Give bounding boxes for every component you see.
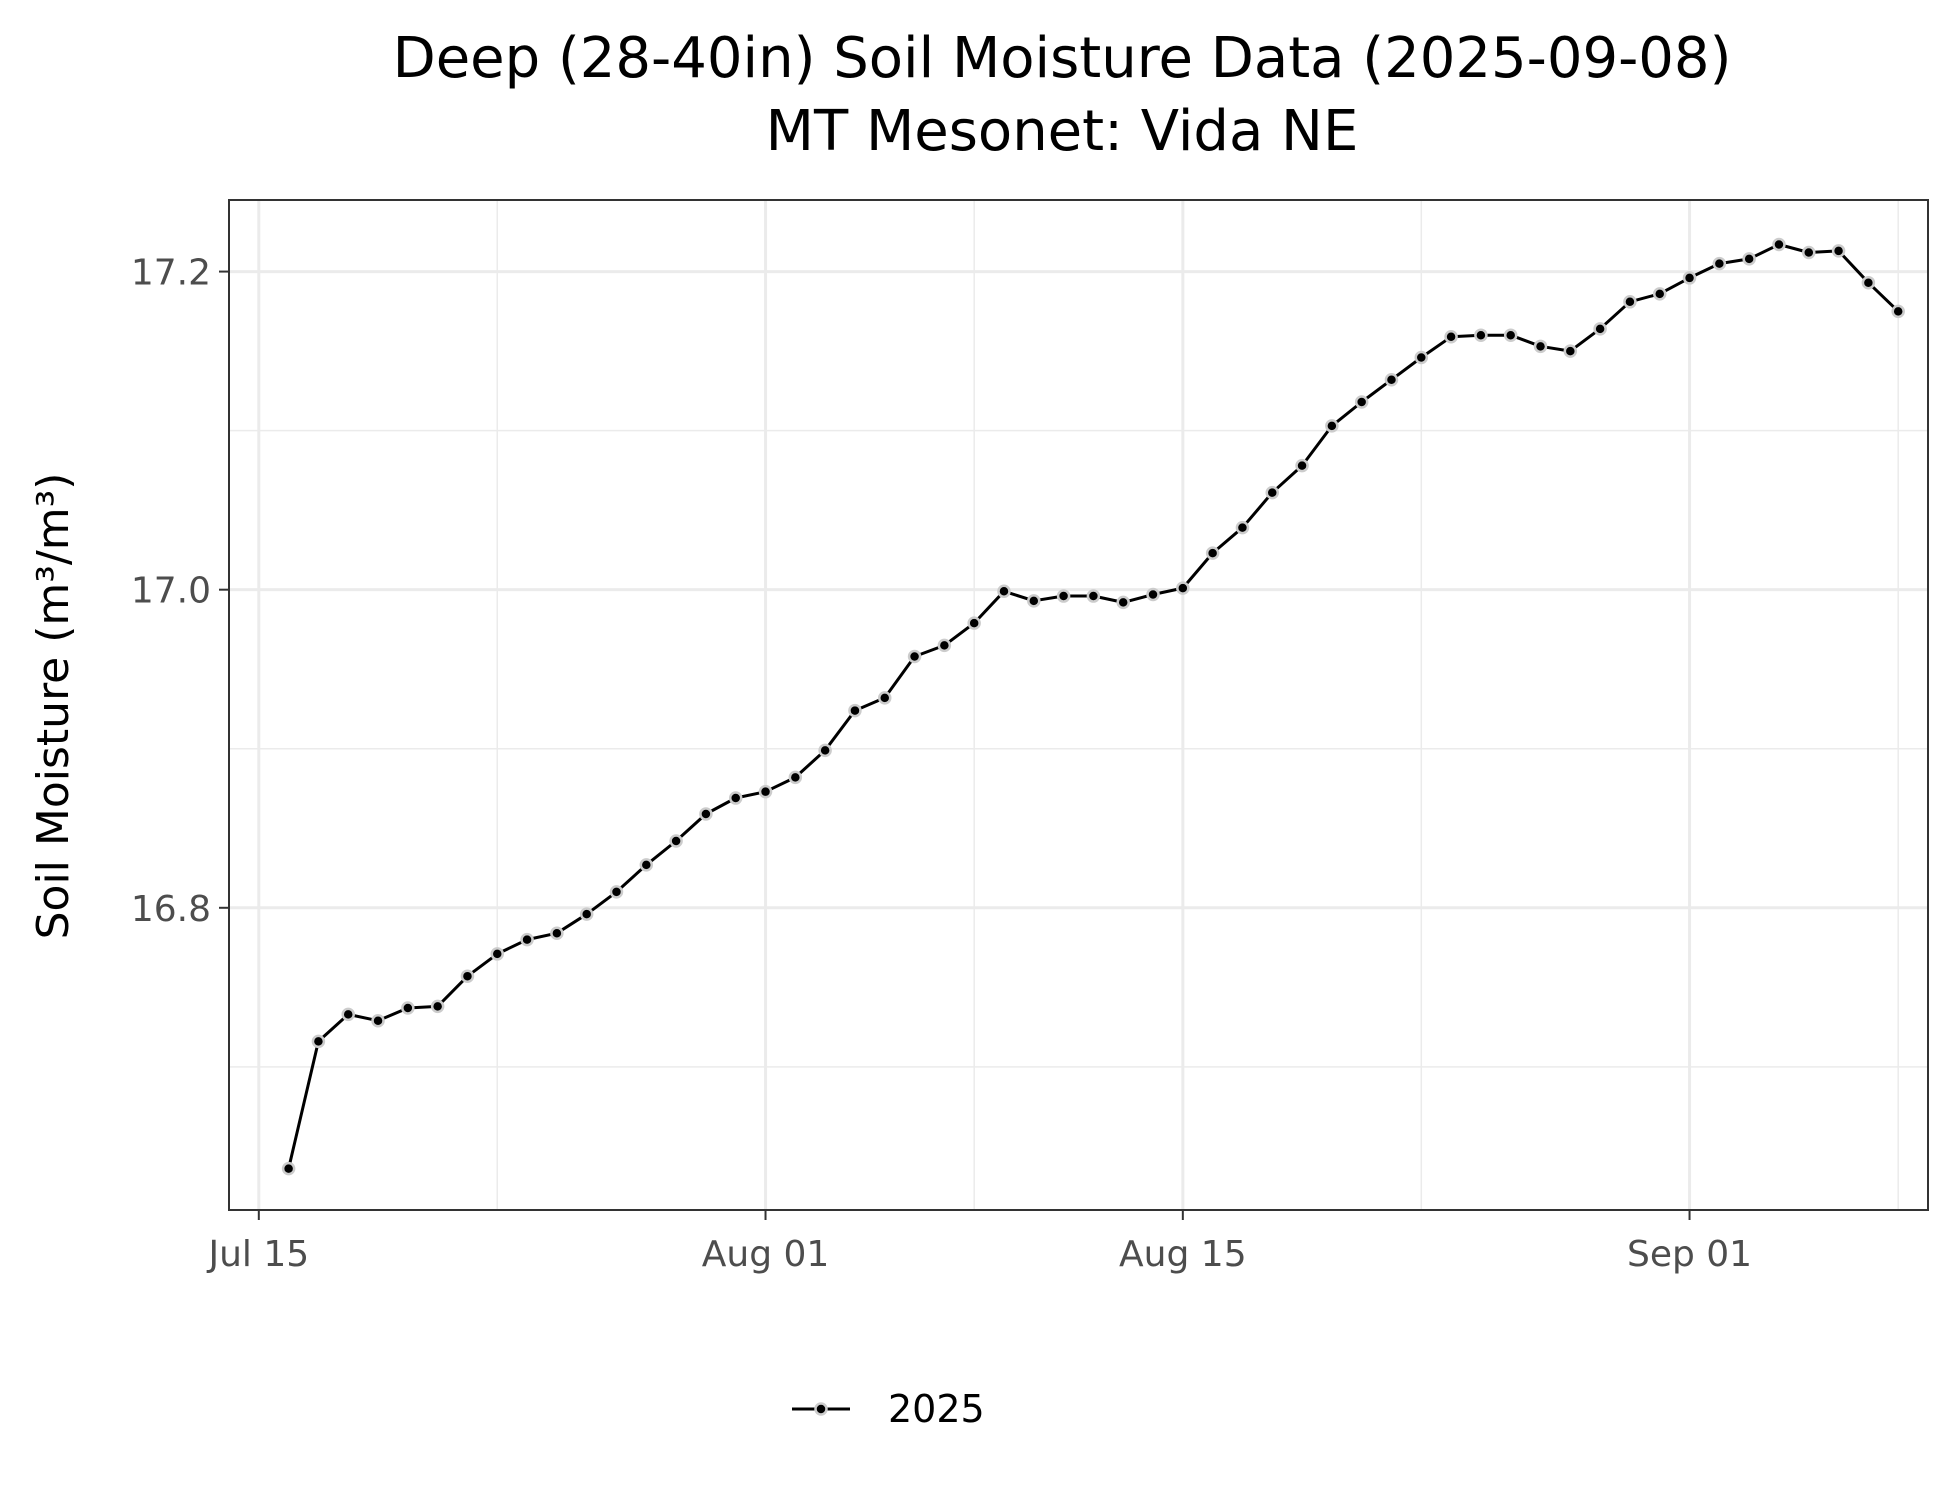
data-point: [1742, 252, 1756, 266]
data-point: [1861, 275, 1876, 290]
y-axis-title: Soil Moisture (m³/m³): [28, 473, 79, 940]
data-point: [520, 932, 534, 947]
series-2025: [281, 237, 1905, 1176]
data-point: [1265, 485, 1279, 500]
data-point: [1623, 295, 1637, 309]
data-point: [937, 638, 952, 653]
y-axis: 16.8 17.0 17.2: [131, 253, 229, 930]
data-point: [1205, 546, 1220, 560]
legend-label-2025: 2025: [888, 1387, 985, 1431]
data-point: [1235, 520, 1250, 535]
data-point: [758, 784, 773, 799]
data-point: [699, 807, 713, 821]
data-point: [1712, 256, 1727, 271]
data-point: [848, 703, 862, 718]
data-point: [1384, 372, 1399, 387]
data-point: [609, 885, 624, 899]
y-tick-label: 17.0: [131, 571, 211, 612]
data-point: [1772, 237, 1786, 252]
data-point: [1831, 244, 1846, 258]
data-point: [669, 834, 683, 848]
data-point: [1444, 330, 1458, 344]
x-tick-label: Aug 01: [702, 1234, 830, 1275]
data-point: [878, 691, 892, 705]
data-point: [1652, 287, 1667, 301]
chart-subtitle: MT Mesonet: Vida NE: [766, 99, 1359, 164]
chart-title: Deep (28-40in) Soil Moisture Data (2025-…: [393, 26, 1732, 91]
data-point: [1563, 344, 1578, 358]
data-point: [460, 969, 475, 983]
plot-panel-border: [228, 199, 1929, 1211]
data-point: [1146, 587, 1160, 602]
data-point: [1474, 328, 1488, 342]
x-tick-label: Jul 15: [206, 1234, 309, 1275]
data-point: [967, 616, 981, 630]
data-point: [907, 649, 922, 664]
grid-lines: [229, 200, 1928, 1210]
data-point: [1056, 589, 1071, 603]
data-point: [579, 907, 594, 921]
data-point: [1176, 581, 1190, 595]
data-point: [639, 858, 654, 872]
x-tick-label: Sep 01: [1627, 1234, 1752, 1275]
data-point: [311, 1034, 326, 1049]
data-point: [1682, 271, 1697, 285]
data-point: [550, 926, 564, 940]
data-point: [401, 1001, 415, 1015]
data-point: [1503, 328, 1518, 342]
data-point: [818, 743, 832, 758]
y-tick-label: 17.2: [131, 253, 211, 294]
data-point: [997, 584, 1011, 599]
plot-panel-background: [229, 200, 1928, 1210]
data-point: [1325, 419, 1339, 433]
data-point: [341, 1007, 355, 1022]
data-point: [1116, 595, 1130, 610]
x-tick-label: Aug 15: [1119, 1234, 1247, 1275]
data-point: [1533, 339, 1548, 354]
y-tick-label: 16.8: [131, 889, 211, 930]
data-point: [1593, 322, 1607, 336]
legend: 2025: [792, 1387, 985, 1431]
legend-point-key: [814, 1402, 828, 1416]
data-point: [490, 947, 505, 961]
data-point: [1891, 304, 1905, 319]
data-point: [1354, 395, 1369, 409]
data-point: [1802, 245, 1816, 260]
data-point: [371, 1013, 385, 1028]
data-point: [1027, 594, 1041, 608]
x-axis: Jul 15 Aug 01 Aug 15 Sep 01: [206, 1210, 1752, 1275]
data-point: [1295, 458, 1309, 473]
data-point: [1086, 589, 1101, 603]
data-point: [430, 999, 445, 1014]
data-point: [1414, 350, 1429, 365]
data-point: [281, 1161, 296, 1176]
data-point: [788, 770, 803, 785]
data-point: [728, 791, 743, 805]
